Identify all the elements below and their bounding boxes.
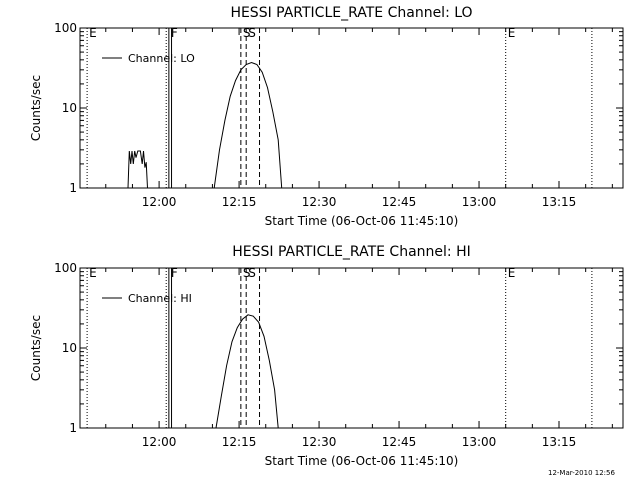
event-marker-label: F (171, 266, 178, 280)
x-tick-label: 12:30 (302, 435, 337, 449)
x-axis-label: Start Time (06-Oct-06 11:45:10) (265, 454, 459, 468)
legend-label: Channel: HI (128, 292, 192, 305)
event-marker-label: E (508, 26, 516, 40)
chart-title: HESSI PARTICLE_RATE Channel: LO (230, 5, 472, 21)
y-tick-label: 1 (69, 181, 77, 195)
x-tick-label: 13:00 (462, 435, 497, 449)
event-marker-label: F (171, 26, 178, 40)
event-marker-label: E (89, 26, 97, 40)
x-tick-label: 12:45 (382, 195, 417, 209)
chart-panel-2: HESSI PARTICLE_RATE Channel: HI Start Tim… (29, 244, 624, 468)
y-tick-label: 1 (69, 421, 77, 435)
y-tick-label: 10 (62, 101, 77, 115)
x-tick-label: 12:00 (142, 435, 177, 449)
y-tick-label: 10 (62, 341, 77, 355)
x-tick-label: 13:15 (542, 195, 577, 209)
x-tick-label: 12:00 (142, 195, 177, 209)
series-line (127, 61, 283, 189)
event-marker-label: E (89, 266, 97, 280)
event-marker-label: E (508, 266, 516, 280)
plot-timestamp: 12-Mar-2010 12:56 (548, 469, 615, 477)
series-line (215, 314, 279, 429)
chart-panel-1: HESSI PARTICLE_RATE Channel: LO Start Tim… (29, 5, 624, 228)
x-tick-label: 12:30 (302, 195, 337, 209)
legend-label: Channel: LO (128, 52, 195, 65)
event-marker-label: S (248, 26, 256, 40)
event-marker-label: S (248, 266, 256, 280)
x-tick-label: 13:15 (542, 435, 577, 449)
x-axis-label: Start Time (06-Oct-06 11:45:10) (265, 214, 459, 228)
chart-title: HESSI PARTICLE_RATE Channel: HI (232, 244, 470, 260)
x-tick-label: 12:15 (222, 435, 257, 449)
y-axis-label: Counts/sec (29, 75, 43, 141)
y-axis-label: Counts/sec (29, 315, 43, 381)
y-tick-label: 100 (54, 261, 77, 275)
x-tick-label: 12:15 (222, 195, 257, 209)
x-tick-label: 13:00 (462, 195, 497, 209)
x-tick-label: 12:45 (382, 435, 417, 449)
y-tick-label: 100 (54, 21, 77, 35)
